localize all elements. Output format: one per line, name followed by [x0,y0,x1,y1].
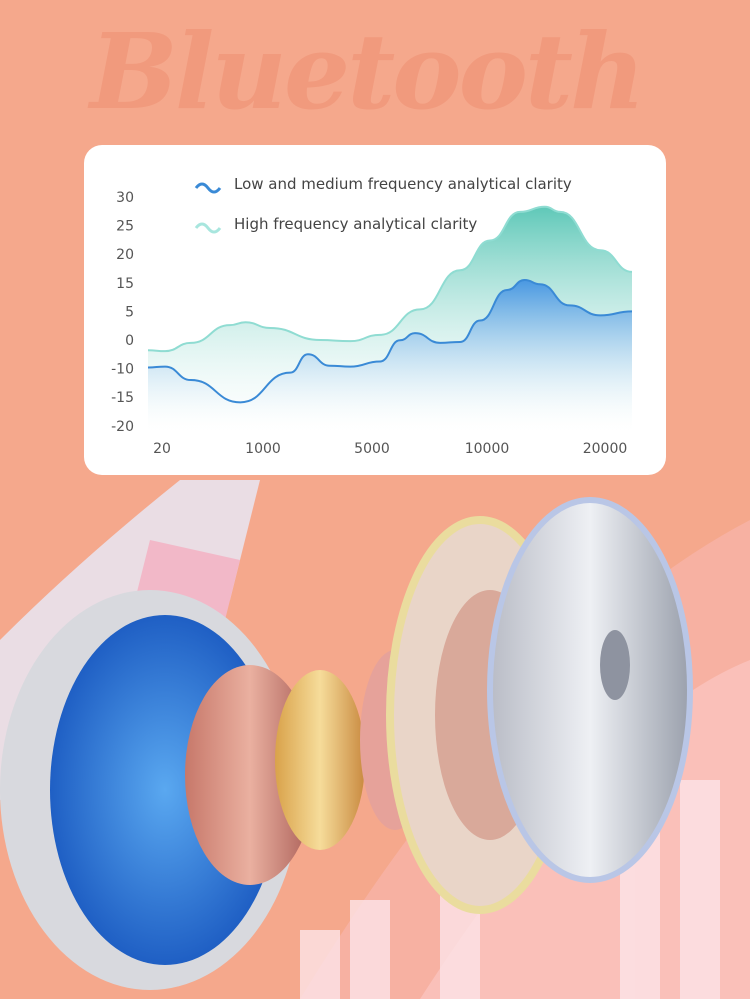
legend-high: High frequency analytical clarity [234,215,477,233]
y-tick-label: -15 [111,390,134,406]
silver-cap [487,497,693,883]
x-tick-label: 20000 [583,441,628,457]
y-tick-label: 25 [116,219,134,235]
y-tick-label: -10 [111,362,134,378]
y-tick-label: 15 [116,276,134,292]
y-tick-label: -20 [111,419,134,435]
chart-card: 30 25 20 15 5 0 -10 -15 -20 20 1000 5000 10000 20000 … [84,145,666,475]
x-tick-label: 20 [153,441,171,457]
legend-swatch-low-mid [194,182,222,194]
y-tick-label: 30 [116,190,134,206]
series-line-0 [147,278,633,404]
y-tick-label: 0 [125,333,134,349]
y-tick-label: 5 [125,304,134,320]
legend-swatch-high [194,222,222,234]
legend-low-mid: Low and medium frequency analytical clar… [234,175,572,193]
x-tick-label: 1000 [245,441,281,457]
brand-watermark: Bluetooth [90,10,646,133]
series-line-1 [147,205,633,353]
series-area-0 [148,279,632,432]
x-tick-label: 5000 [354,441,390,457]
x-tick-label: 10000 [465,441,510,457]
y-tick-label: 20 [116,247,134,263]
gold-magnet [275,670,365,850]
cap-hole [600,630,630,700]
